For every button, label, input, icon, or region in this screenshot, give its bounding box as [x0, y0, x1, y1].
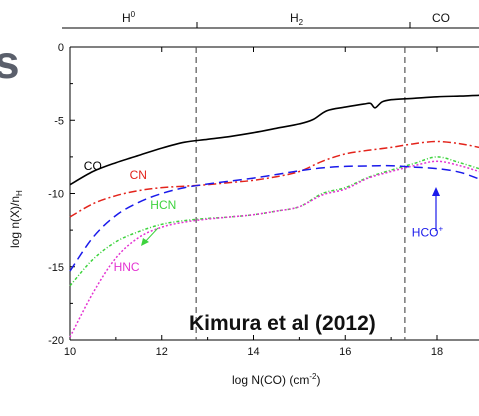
series-line-cn	[69, 140, 479, 218]
series-line-co	[69, 94, 479, 186]
x-tick-label: 14	[247, 346, 259, 358]
y-tick-label: -15	[48, 262, 64, 274]
ticks: 10 12 14 16 18 0 -5 -10 -15 -20	[48, 42, 443, 358]
region-label-h0: H0	[122, 10, 136, 25]
series-lines	[69, 94, 479, 338]
series-label-cn: CN	[130, 168, 147, 182]
y-tick-label: -10	[48, 189, 64, 201]
x-axis-title: log N(CO) (cm-2)	[232, 372, 320, 387]
annotation-arrows	[141, 187, 440, 246]
region-label-co: CO	[432, 11, 450, 25]
x-tick-label: 16	[339, 346, 351, 358]
series-label-co: CO	[84, 159, 102, 173]
axes	[69, 46, 479, 341]
series-label-hnc: HNC	[114, 260, 140, 274]
x-tick-label: 18	[431, 346, 443, 358]
region-strip: H0 H2 CO	[62, 10, 479, 29]
partial-title-text: s	[0, 36, 20, 88]
region-label-h2: H2	[290, 11, 304, 27]
series-label-hco-plus: HCO+	[412, 225, 444, 240]
hco-arrow-head	[432, 187, 440, 196]
citation-text: Kimura et al (2012)	[189, 312, 376, 335]
series-label-hcn: HCN	[150, 198, 176, 212]
y-tick-label: -20	[48, 335, 64, 347]
x-tick-label: 10	[64, 346, 76, 358]
y-axis-title: log n(X)/nH	[8, 190, 24, 248]
y-tick-label: 0	[58, 42, 64, 54]
x-tick-label: 12	[156, 346, 168, 358]
series-line-hco	[69, 164, 479, 272]
y-tick-label: -5	[54, 115, 64, 127]
hcn-arrow-head	[141, 238, 149, 246]
series-line-hnc	[69, 160, 479, 338]
series-line-hcn	[69, 156, 479, 287]
region-boundaries	[195, 47, 406, 340]
